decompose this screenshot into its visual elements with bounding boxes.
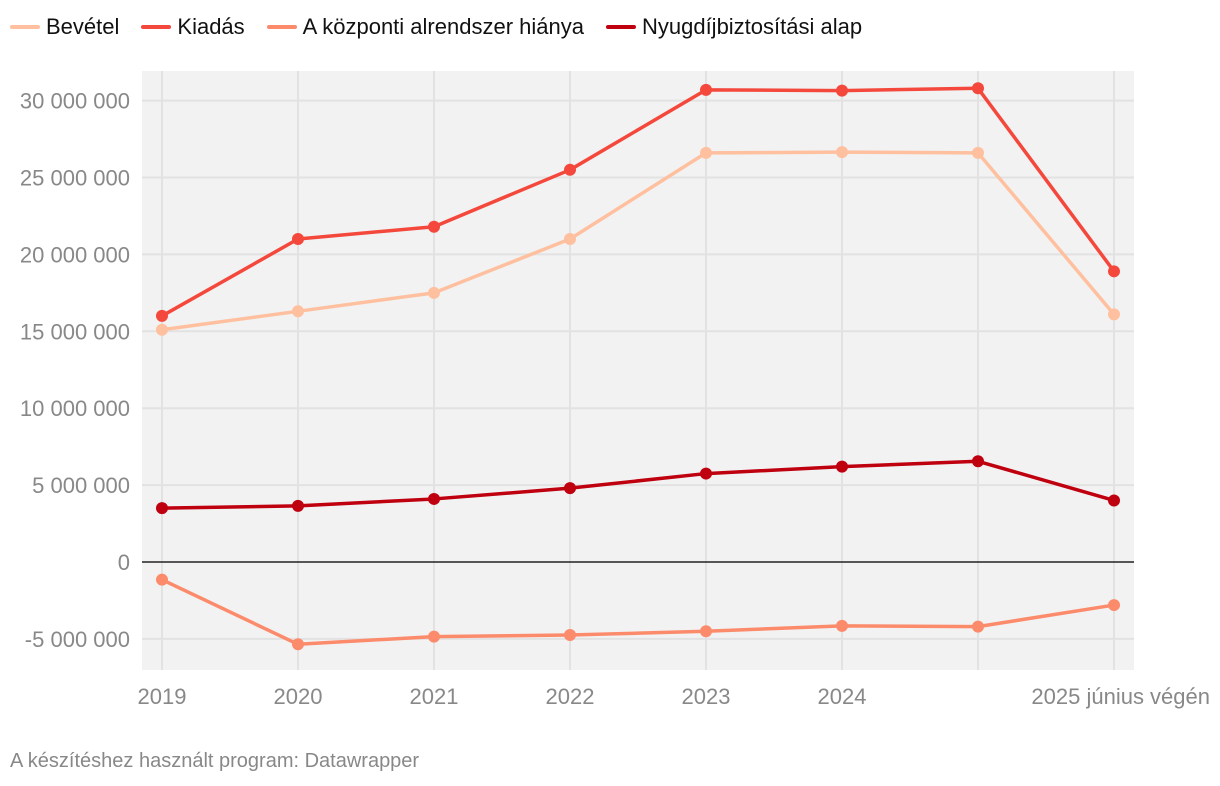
data-point: [972, 620, 984, 633]
footer-source: A készítéshez használt program: Datawrap…: [10, 750, 420, 772]
x-tick-label: 2023: [682, 684, 731, 709]
y-tick-label: 30 000 000: [20, 89, 130, 114]
data-point: [428, 220, 440, 233]
y-tick-label: 0: [118, 550, 130, 575]
data-point: [156, 502, 168, 515]
data-point: [972, 455, 984, 468]
data-point: [836, 460, 848, 473]
legend-swatch-bevetel: [10, 25, 40, 29]
line-chart: 30 000 000 25 000 000 20 000 000 15 000 000…: [20, 71, 1210, 709]
data-point: [836, 146, 848, 159]
legend-label-bevetel: Bevétel: [46, 14, 120, 39]
data-point: [972, 146, 984, 159]
data-point: [156, 323, 168, 336]
x-tick-label: 2025 június végén: [1031, 684, 1210, 709]
data-point: [972, 82, 984, 95]
data-point: [836, 84, 848, 97]
data-point: [292, 499, 304, 512]
y-tick-label: -5 000 000: [25, 627, 130, 652]
data-point: [1108, 599, 1120, 612]
legend-swatch-hiany: [266, 25, 297, 29]
data-point: [700, 625, 712, 638]
data-point: [564, 163, 576, 176]
legend-item-hiany: A központi alrendszer hiánya: [266, 14, 584, 40]
data-point: [700, 146, 712, 159]
series-line: [161, 150, 1116, 332]
data-point: [700, 467, 712, 480]
data-point: [564, 629, 576, 642]
data-point: [428, 630, 440, 643]
chart-legend: Bevétel Kiadás A központi alrendszer hiá…: [10, 14, 884, 40]
data-point: [428, 286, 440, 299]
x-tick-label: 2020: [274, 684, 323, 709]
data-point: [156, 309, 168, 322]
data-point: [292, 233, 304, 246]
legend-swatch-kiadas: [141, 25, 172, 29]
data-point: [428, 492, 440, 505]
data-point: [1108, 494, 1120, 507]
data-point: [700, 83, 712, 96]
y-tick-label: 10 000 000: [20, 396, 130, 421]
legend-label-hiany: A központi alrendszer hiánya: [302, 14, 584, 39]
series-line: [161, 86, 1116, 318]
data-point: [564, 482, 576, 495]
legend-item-nyugdij: Nyugdíjbiztosítási alap: [605, 14, 863, 40]
data-point: [564, 233, 576, 246]
y-tick-label: 5 000 000: [32, 473, 130, 498]
plot-background: [142, 71, 1134, 670]
x-tick-label: 2019: [138, 684, 187, 709]
x-tick-label: 2022: [546, 684, 595, 709]
legend-label-kiadas: Kiadás: [177, 14, 245, 39]
data-point: [836, 619, 848, 632]
legend-item-kiadas: Kiadás: [141, 14, 245, 40]
data-point: [1108, 265, 1120, 278]
x-tick-label: 2021: [410, 684, 459, 709]
data-point: [292, 638, 304, 651]
y-tick-label: 25 000 000: [20, 166, 130, 191]
legend-label-nyugdij: Nyugdíjbiztosítási alap: [641, 14, 863, 39]
data-point: [1108, 308, 1120, 321]
legend-item-bevetel: Bevétel: [10, 14, 119, 40]
legend-swatch-nyugdij: [605, 25, 636, 29]
data-point: [156, 573, 168, 586]
y-tick-label: 20 000 000: [20, 242, 130, 267]
series-line: [161, 578, 1115, 647]
x-tick-label: 2024: [818, 684, 867, 709]
y-tick-label: 15 000 000: [20, 319, 130, 344]
series-line: [161, 459, 1115, 510]
data-point: [292, 305, 304, 318]
